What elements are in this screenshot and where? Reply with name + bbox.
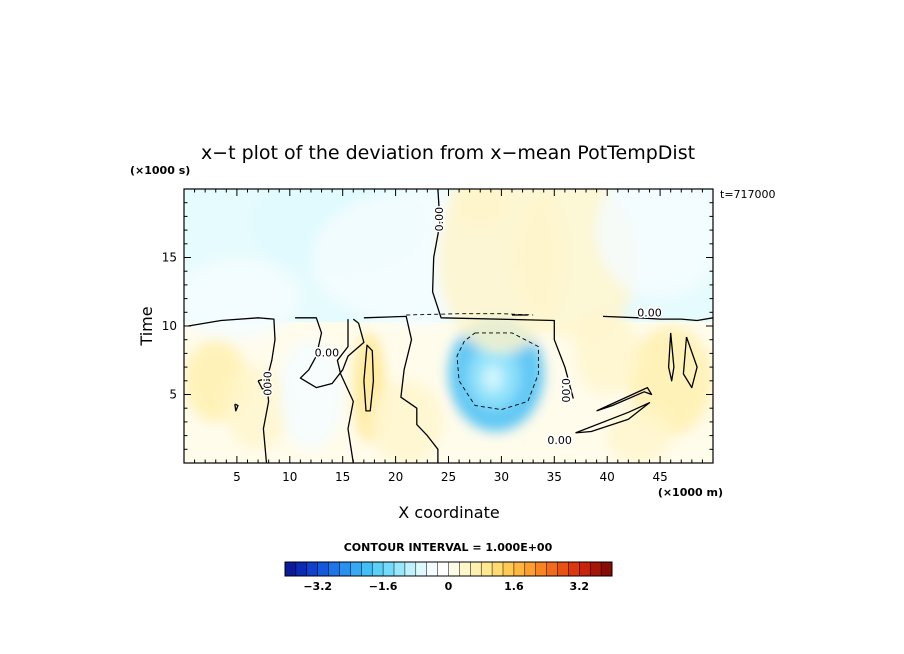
colorbar-swatch	[459, 562, 471, 576]
colorbar-swatch	[579, 562, 591, 576]
colorbar-swatch	[404, 562, 417, 576]
y-tick-label: 10	[162, 319, 177, 333]
zero-contour-0	[431, 189, 574, 399]
colorbar-swatch	[481, 562, 493, 576]
contour-label-0: 0.00	[433, 207, 446, 232]
colorbar-swatch	[426, 562, 438, 576]
x-tick-labels: 5 10 15 20 25 30 35 40 45	[233, 470, 668, 484]
zero-contour-8	[602, 315, 713, 322]
colorbar-swatch	[372, 562, 384, 576]
zero-contour-11	[257, 377, 272, 390]
colorbar-swatch	[361, 562, 373, 576]
colorbar-tick-label: 3.2	[570, 580, 590, 593]
zero-contour-10	[667, 332, 675, 382]
zero-contour-9	[682, 336, 698, 389]
zero-contour-12	[234, 403, 239, 412]
colorbar-swatch	[415, 562, 427, 576]
x-tick-label: 5	[233, 470, 241, 484]
colorbar-swatch	[295, 562, 308, 576]
dashed-contour-14	[456, 332, 539, 411]
colorbar-swatch	[306, 562, 318, 576]
contour-label-1: 0.00	[315, 346, 340, 359]
colorbar-swatch	[339, 562, 351, 576]
x-tick-label: 20	[388, 470, 403, 484]
colorbar-tick-label: −1.6	[369, 580, 398, 593]
field-blob-9	[369, 380, 444, 463]
plot-area: 0.00 0.00 0.00 0.00 0.00 0.00	[184, 189, 713, 463]
colorbar-swatch	[503, 562, 515, 576]
deviation-field	[184, 189, 713, 463]
x-tick-label: 15	[335, 470, 350, 484]
x-tick-label: 35	[547, 470, 562, 484]
time-stamp: t=717000	[720, 188, 776, 201]
field-blob-11	[226, 367, 290, 450]
colorbar-swatch	[383, 562, 395, 576]
colorbar-tick-label: −3.2	[303, 580, 332, 593]
colorbar-swatch	[590, 562, 602, 576]
field-blob-12	[279, 339, 343, 450]
colorbar-labels: −3.2 −1.6 0 1.6 3.2	[303, 580, 589, 593]
colorbar-swatch	[524, 562, 536, 576]
colorbar-swatch	[437, 562, 449, 576]
field-blob-5	[184, 257, 301, 340]
field-blob-17	[596, 189, 713, 299]
zero-contour-6	[596, 386, 653, 412]
x-tick-label: 25	[441, 470, 456, 484]
zero-contour-2	[295, 317, 365, 389]
colorbar-swatch	[350, 562, 362, 576]
zero-contour-7	[363, 344, 375, 412]
x-axis-label: X coordinate	[398, 503, 499, 522]
colorbar-swatch	[328, 562, 340, 576]
zero-contour-5	[575, 402, 651, 434]
x-tick-label: 40	[600, 470, 615, 484]
field-blob-2	[482, 364, 504, 392]
contour-label-2: 0.00	[261, 371, 274, 396]
colorbar-swatch	[394, 562, 406, 576]
contour-label-3: 0.00	[559, 378, 572, 403]
field-blob-14	[607, 408, 671, 463]
x-tick-label: 10	[282, 470, 297, 484]
field-blob-7	[448, 189, 512, 231]
y-tick-label: 5	[169, 388, 177, 402]
colorbar-swatch	[470, 562, 482, 576]
colorbar-swatch	[317, 562, 329, 576]
contour-interval-text: CONTOUR INTERVAL = 1.000E+00	[344, 541, 553, 554]
x-unit-label: (×1000 m)	[658, 486, 723, 499]
y-tick-label: 15	[162, 251, 177, 265]
axis-ticks	[184, 189, 713, 463]
y-axis-label: Time	[137, 306, 156, 346]
colorbar-swatch	[557, 562, 569, 576]
contour-label-4: 0.00	[547, 434, 572, 447]
colorbar-swatch	[285, 562, 297, 576]
colorbar	[284, 561, 613, 577]
colorbar-swatch	[492, 562, 504, 576]
contour-lines	[188, 189, 713, 463]
contour-labels: 0.00 0.00 0.00 0.00 0.00 0.00	[259, 205, 663, 448]
y-tick-labels: 5 10 15	[162, 251, 177, 402]
x-tick-label: 45	[652, 470, 667, 484]
colorbar-swatch	[535, 562, 547, 576]
colorbar-tick-label: 0	[445, 580, 453, 593]
colorbar-swatch	[448, 562, 460, 576]
colorbar-swatch	[568, 562, 580, 576]
colorbar-tick-label: 1.6	[504, 580, 524, 593]
colorbar-swatch	[601, 562, 613, 576]
colorbar-swatch	[546, 562, 558, 576]
x-tick-label: 30	[494, 470, 509, 484]
contour-label-5: 0.00	[637, 307, 662, 320]
zero-contour-4	[363, 315, 439, 463]
y-unit-label: (×1000 s)	[130, 164, 190, 177]
zero-contour-3	[336, 319, 354, 463]
chart-title: x−t plot of the deviation from x−mean Po…	[201, 142, 695, 164]
zero-contour-1	[188, 317, 276, 463]
colorbar-swatch	[513, 562, 526, 576]
